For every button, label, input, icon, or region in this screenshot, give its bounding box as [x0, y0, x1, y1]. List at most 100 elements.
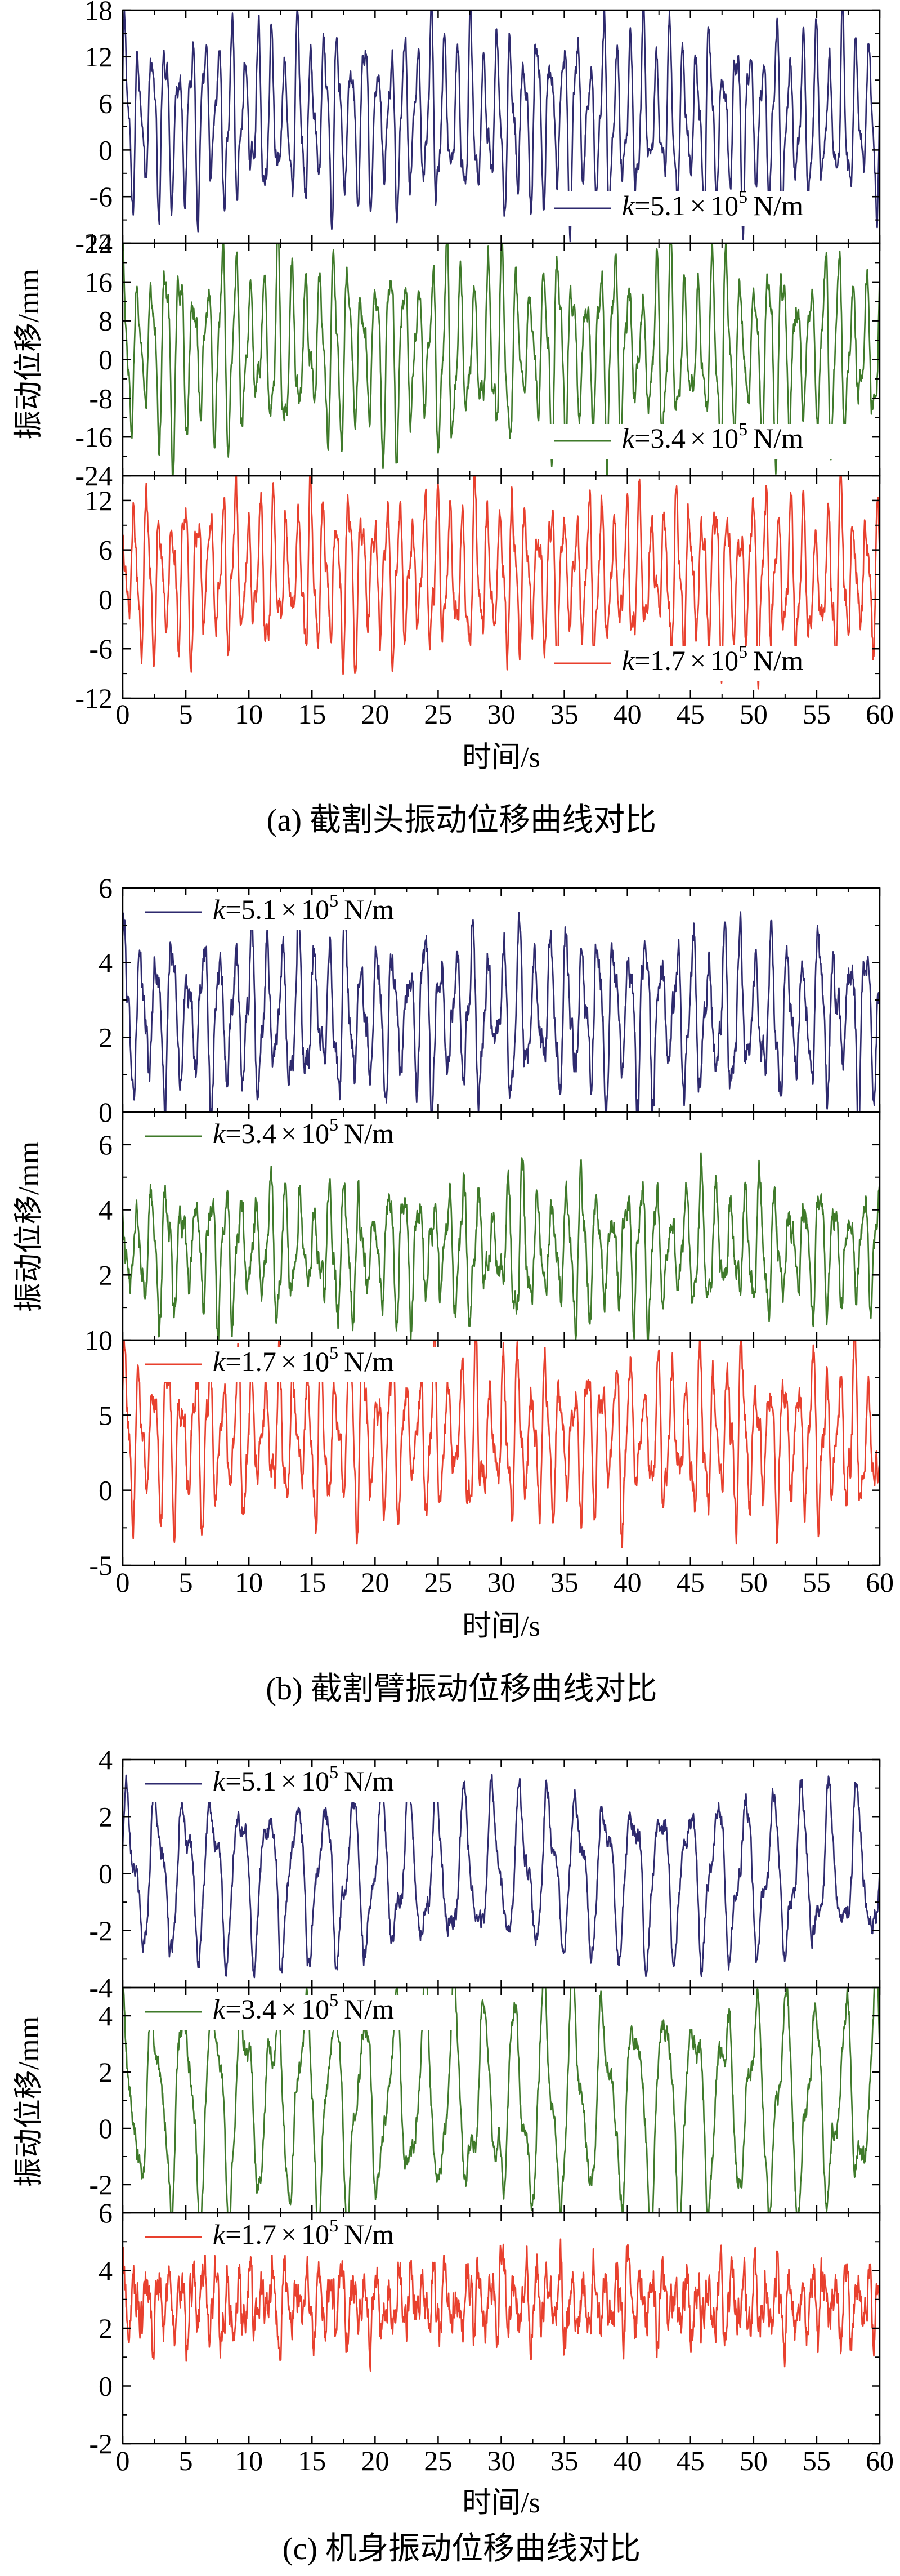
legend-label: k=5.1 × 105 N/m [213, 890, 394, 925]
x-tick-label: 60 [866, 2445, 894, 2476]
y-tick-label: 2 [98, 1801, 113, 1832]
x-tick-label: 50 [740, 2445, 768, 2476]
legend-unit: N/m [344, 1765, 394, 1797]
legend-times: × [281, 1765, 297, 1797]
x-tick-label: 15 [298, 1566, 326, 1598]
x-tick-label: 40 [614, 698, 642, 730]
y-tick-label: 2 [98, 1259, 113, 1291]
legend: k=5.1 × 105 N/m [140, 1762, 455, 1802]
y-tick-label: 8 [98, 305, 113, 337]
legend-k: k [213, 2218, 226, 2250]
legend: k=5.1 × 105 N/m [140, 890, 455, 930]
legend-label: k=3.4 × 105 N/m [213, 1990, 394, 2025]
legend: k=3.4 × 105 N/m [549, 419, 864, 459]
legend-exp: 5 [329, 2215, 338, 2235]
x-tick-label: 30 [487, 2445, 516, 2476]
series-line [123, 2238, 880, 2372]
legend-times: × [281, 894, 297, 925]
x-tick-label: 40 [614, 2445, 642, 2476]
x-tick-label: 55 [803, 1566, 831, 1598]
series-line [123, 1988, 880, 2213]
figure-caption: (a) 截割头振动位移曲线对比 [267, 803, 656, 838]
legend-unit: N/m [344, 2218, 394, 2250]
legend-base: 10 [301, 1118, 329, 1149]
legend-unit: N/m [344, 1118, 394, 1149]
legend-unit: N/m [344, 894, 394, 925]
legend-base: 10 [301, 2218, 329, 2250]
y-tick-label: 12 [84, 485, 113, 516]
legend-eq: =3.4 [225, 1993, 276, 2025]
subplot-0-1: -24 -16 -8 0 8 16 24 k=3.4 × 105 N/m [75, 227, 881, 492]
legend-eq: =3.4 [225, 1118, 276, 1149]
y-tick-label: -24 [75, 460, 113, 492]
y-tick-label: -16 [75, 421, 113, 453]
legend-times: × [281, 1118, 297, 1149]
x-tick-label: 10 [235, 2445, 263, 2476]
series-line [123, 1340, 880, 1548]
legend-label: k=3.4 × 105 N/m [622, 419, 803, 454]
legend-label: k=5.1 × 105 N/m [213, 1762, 394, 1797]
legend-eq: =1.7 [225, 1346, 276, 1377]
legend: k=3.4 × 105 N/m [140, 1114, 455, 1154]
legend: k=1.7 × 105 N/m [549, 641, 864, 681]
y-tick-label: 0 [98, 1096, 113, 1128]
legend-times: × [281, 1993, 297, 2025]
legend-base: 10 [301, 1765, 329, 1797]
legend-k: k [213, 1993, 226, 2025]
legend: k=1.7 × 105 N/m [140, 2215, 455, 2255]
x-tick-label: 35 [550, 1566, 579, 1598]
subplot-2-2: -2 0 2 4 6 k=1.7 × 105 N/m [89, 2197, 881, 2459]
legend-unit: N/m [753, 190, 803, 221]
y-tick-label: 0 [98, 2113, 113, 2144]
y-tick-label: -6 [89, 633, 113, 664]
y-tick-label: -2 [89, 2169, 113, 2200]
legend-exp: 5 [329, 1114, 338, 1135]
y-tick-label: 0 [98, 1475, 113, 1506]
y-tick-label: 4 [98, 947, 113, 979]
x-tick-label: 35 [550, 2445, 579, 2476]
y-tick-label: -5 [89, 1550, 113, 1581]
subplot-2-1: -2 0 2 4 k=3.4 × 105 N/m [89, 1986, 881, 2214]
series-line [123, 1774, 880, 1979]
legend-label: k=1.7 × 105 N/m [213, 2215, 394, 2250]
legend-eq: =1.7 [225, 2218, 276, 2250]
legend-label: k=1.7 × 105 N/m [213, 1342, 394, 1377]
x-tick-label: 5 [179, 1566, 193, 1598]
legend-eq: =5.1 [225, 894, 276, 925]
x-tick-label: 60 [866, 698, 894, 730]
y-tick-label: 0 [98, 1858, 113, 1890]
x-axis-label: 时间/s [462, 1610, 540, 1642]
y-axis-label: 振动位移/mm [13, 1141, 45, 1312]
x-tick-label: 20 [361, 2445, 389, 2476]
subplot-1-0: 0 2 4 6 k=5.1 × 105 N/m [98, 872, 881, 1128]
y-tick-label: -12 [75, 682, 113, 714]
subplot-0-0: -12 -6 0 6 12 18 k=5.1 × 105 N/m [75, 0, 881, 259]
y-axis-label: 振动位移/mm [13, 2016, 45, 2187]
legend-k: k [213, 894, 226, 925]
legend-eq: =3.4 [634, 422, 686, 454]
x-tick-label: 0 [116, 1566, 130, 1598]
legend-label: k=1.7 × 105 N/m [622, 641, 803, 676]
x-tick-label: 5 [179, 2445, 193, 2476]
legend-times: × [690, 645, 706, 676]
x-tick-label: 0 [116, 2445, 130, 2476]
legend-k: k [622, 422, 635, 454]
legend-label: k=3.4 × 105 N/m [213, 1114, 394, 1149]
y-tick-label: 4 [98, 2255, 113, 2287]
y-tick-label: 4 [98, 1744, 113, 1775]
subplot-0-2: -12 -6 0 6 12 k=1.7 × 105 N/m [75, 475, 881, 714]
x-tick-label: 10 [235, 1566, 263, 1598]
x-axis-label: 时间/s [462, 742, 540, 774]
legend-label: k=5.1 × 105 N/m [622, 186, 803, 221]
y-tick-label: 0 [98, 344, 113, 376]
legend-base: 10 [301, 1993, 329, 2025]
legend-times: × [690, 190, 706, 221]
x-tick-label: 55 [803, 698, 831, 730]
y-tick-label: 0 [98, 583, 113, 615]
legend-base: 10 [710, 190, 738, 221]
y-tick-label: 0 [98, 134, 113, 166]
legend: k=5.1 × 105 N/m [549, 186, 864, 226]
